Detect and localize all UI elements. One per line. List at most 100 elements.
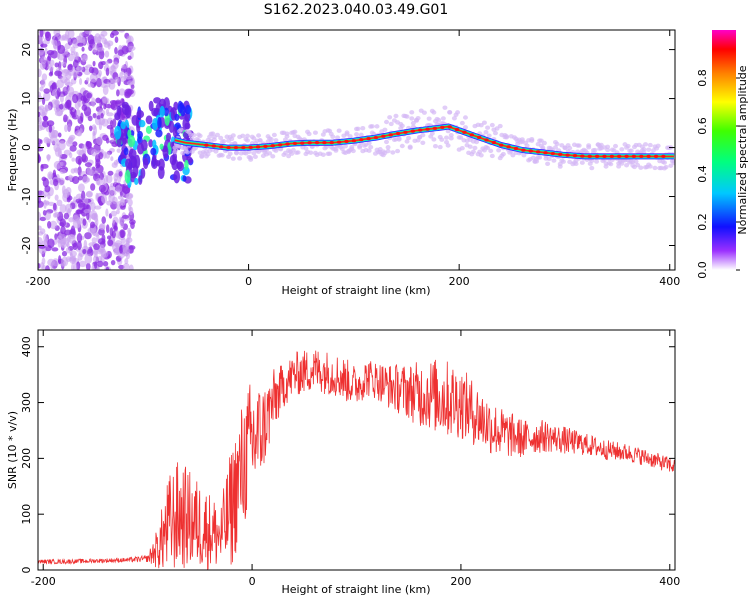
y-tick-label: 10 — [20, 92, 33, 106]
ridge-halo — [472, 145, 478, 151]
noise-blob — [112, 196, 118, 205]
noise-blob — [88, 66, 95, 74]
ridge-halo — [284, 134, 290, 139]
noise-blob — [127, 45, 136, 52]
noise-blob — [66, 241, 70, 248]
ridge-halo — [442, 105, 448, 110]
noise-blob — [77, 202, 84, 208]
ridge-halo — [652, 165, 658, 171]
noise-blob — [67, 174, 73, 181]
noise-blob — [63, 114, 68, 123]
noise-blob — [113, 159, 119, 166]
ridge-halo — [478, 153, 484, 158]
ridge-peak — [425, 127, 430, 131]
noise-blob — [46, 154, 51, 162]
y-tick-label: -10 — [20, 188, 33, 206]
ridge-peak — [565, 153, 570, 157]
noise-blob — [48, 124, 53, 133]
noise-blob — [52, 169, 57, 178]
ridge-peak — [248, 145, 253, 150]
spectral-blob — [165, 132, 172, 142]
noise-blob — [81, 104, 88, 111]
ridge-halo — [306, 131, 312, 137]
noise-blob — [57, 40, 61, 51]
noise-blob — [44, 185, 51, 193]
noise-blob — [130, 221, 135, 230]
ridge-peak — [580, 154, 585, 158]
noise-blob — [106, 112, 114, 117]
ridge-halo — [557, 164, 563, 169]
spectral-blob — [124, 169, 131, 184]
x-tick-label: 0 — [245, 275, 252, 288]
noise-blob — [38, 225, 42, 231]
x-tick-label: 0 — [249, 575, 256, 588]
noise-blob — [71, 176, 80, 185]
snr-xlabel: Height of straight line (km) — [281, 583, 430, 596]
ridge-halo — [336, 128, 342, 133]
noise-blob — [112, 61, 119, 70]
noise-blob — [80, 112, 84, 122]
ridge-halo — [290, 147, 296, 153]
noise-blob — [79, 36, 86, 43]
ridge-halo — [459, 146, 465, 151]
noise-blob — [127, 55, 132, 61]
noise-blob — [104, 103, 112, 109]
ridge-peak — [484, 138, 489, 142]
noise-blob — [98, 200, 104, 206]
spectral-blob — [148, 100, 154, 112]
ridge-halo — [643, 142, 649, 147]
ridge-halo — [560, 159, 566, 164]
noise-blob — [58, 140, 66, 151]
noise-blob — [124, 71, 129, 78]
ridge-halo — [399, 123, 405, 129]
noise-blob — [102, 261, 109, 267]
noise-blob — [38, 153, 41, 163]
snr-frame — [37, 329, 676, 571]
noise-blob — [63, 149, 72, 156]
noise-blob — [72, 242, 78, 251]
ridge-peak — [572, 154, 578, 158]
ridge-halo — [327, 151, 333, 156]
ridge-halo — [485, 145, 491, 151]
noise-blob — [40, 163, 49, 169]
ridge-halo — [229, 136, 235, 142]
noise-blob — [70, 168, 76, 174]
noise-blob — [92, 255, 99, 263]
ridge-halo — [635, 162, 641, 168]
noise-blob — [96, 136, 104, 146]
noise-blob — [92, 113, 97, 119]
ridge-halo — [489, 153, 495, 159]
spectral-blob — [182, 116, 190, 131]
ridge-halo — [409, 110, 415, 115]
ridge-halo — [215, 132, 221, 138]
noise-blob — [125, 251, 131, 260]
noise-blob — [76, 149, 85, 156]
ridge-halo — [407, 144, 413, 149]
noise-blob — [42, 115, 49, 122]
noise-blob — [126, 192, 134, 200]
noise-blob — [95, 178, 103, 186]
ridge-halo — [251, 150, 257, 156]
ridge-halo — [393, 113, 399, 119]
ridge-peak — [631, 154, 637, 158]
ridge-peak — [594, 154, 600, 158]
noise-blob — [112, 216, 119, 226]
noise-blob — [65, 203, 73, 214]
noise-blob — [73, 51, 78, 60]
noise-blob — [44, 47, 48, 56]
noise-blob — [121, 185, 128, 193]
spectral-blob — [138, 175, 143, 185]
noise-blob — [107, 170, 114, 176]
ridge-halo — [663, 164, 669, 170]
spectral-blob — [155, 129, 163, 138]
noise-blob — [81, 190, 86, 201]
noise-blob — [99, 172, 105, 181]
ridge-halo — [524, 143, 530, 148]
noise-blob — [116, 89, 120, 97]
noise-blob — [110, 260, 116, 266]
ridge-halo — [218, 135, 224, 141]
ridge-halo — [252, 154, 258, 160]
noise-blob — [119, 245, 123, 254]
noise-blob — [93, 243, 100, 251]
noise-blob — [71, 263, 75, 270]
